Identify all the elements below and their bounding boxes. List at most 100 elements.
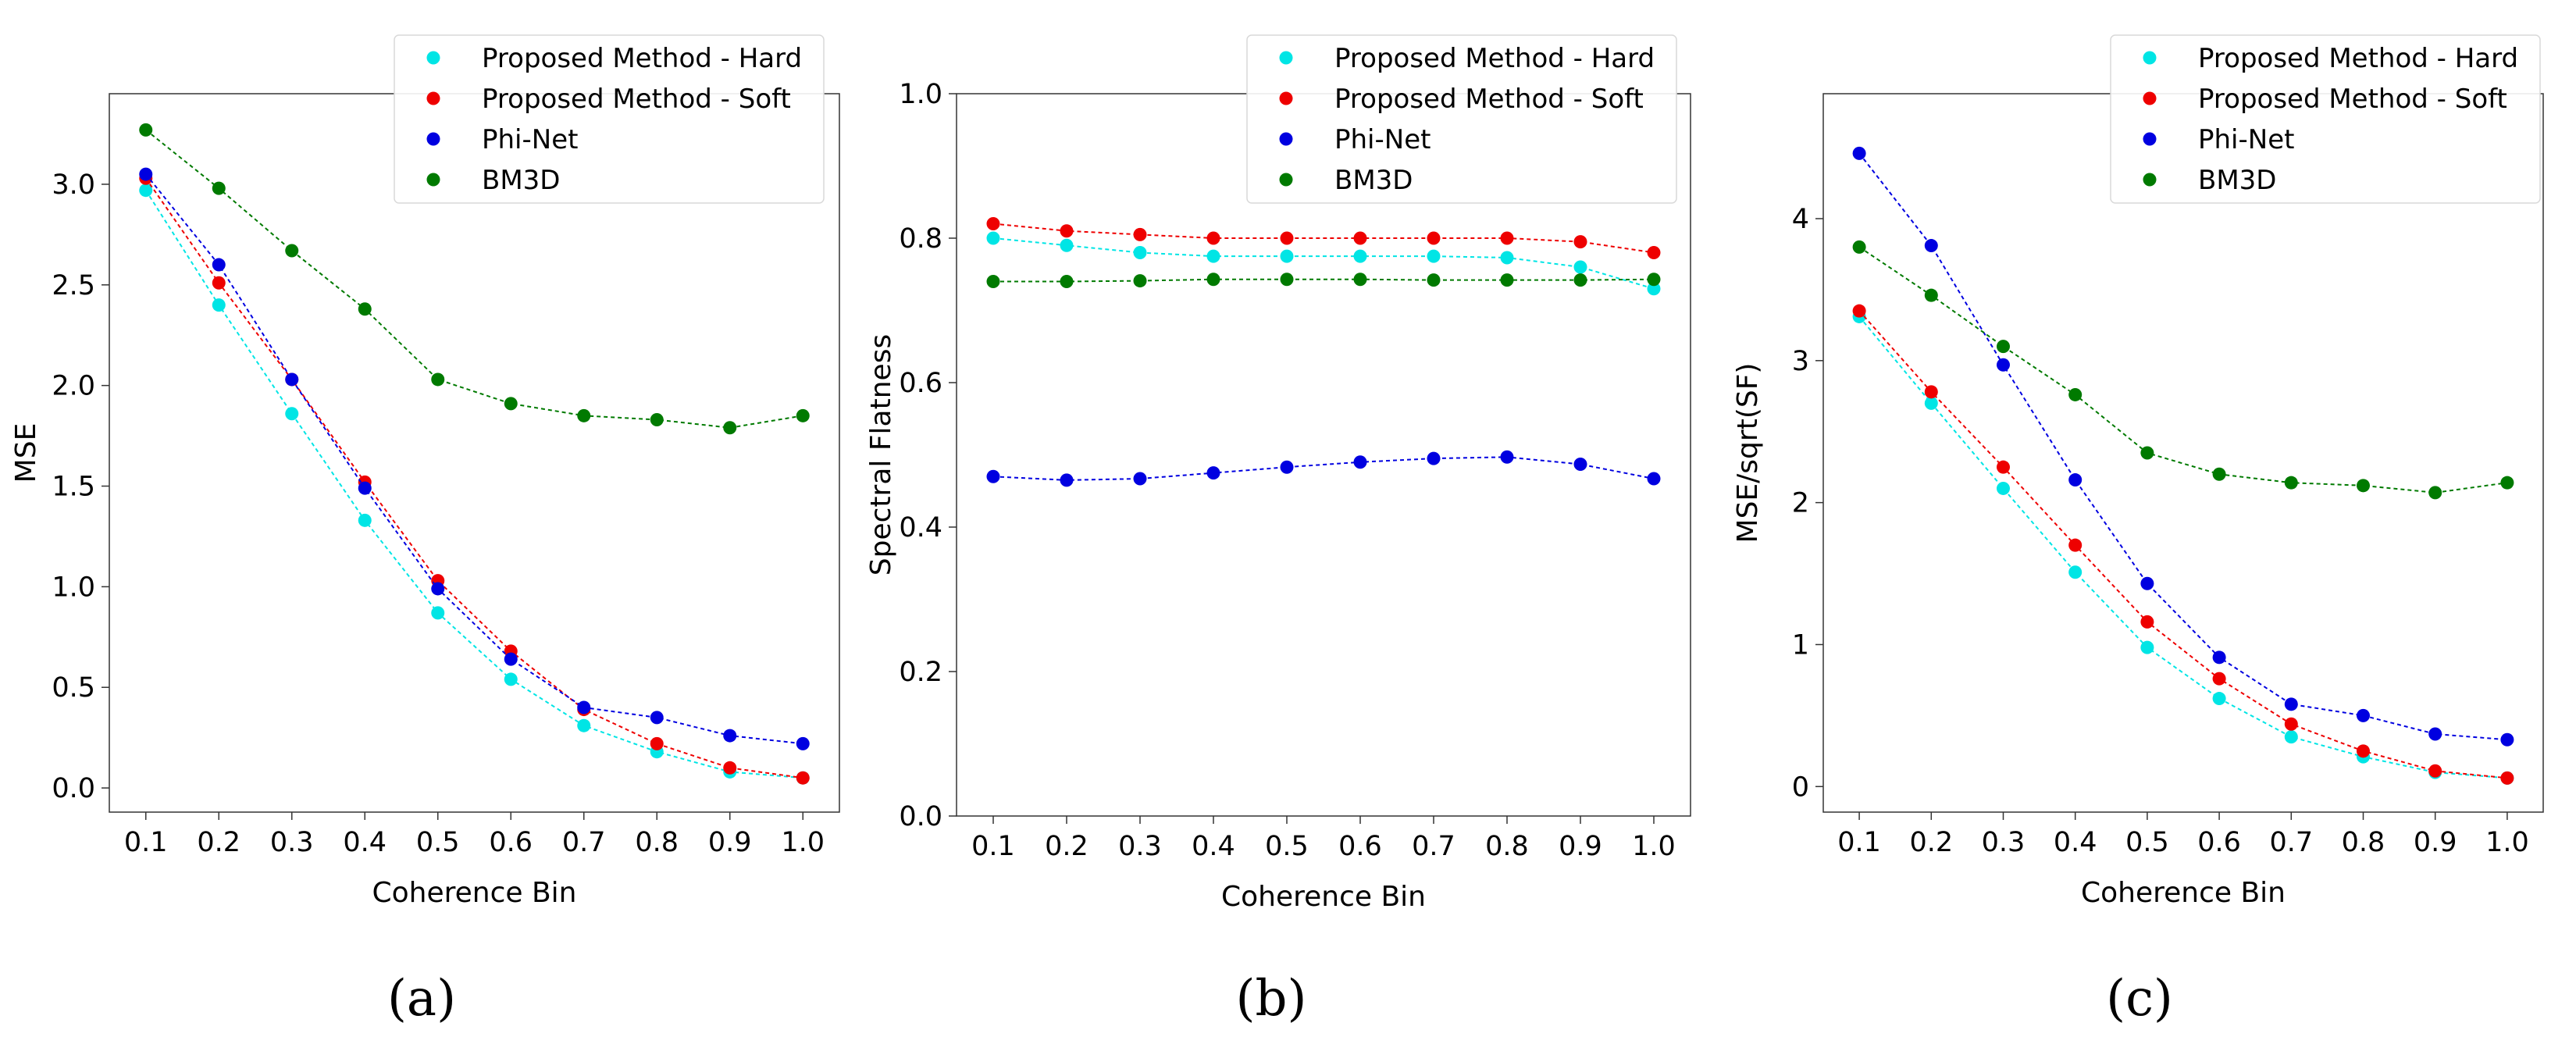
data-point xyxy=(723,729,737,743)
y-tick-label: 3 xyxy=(1792,346,1809,377)
legend-box xyxy=(2110,34,2541,204)
data-point xyxy=(1206,273,1220,287)
data-point xyxy=(504,652,518,666)
x-tick-label: 0.3 xyxy=(1118,831,1162,862)
legend-marker xyxy=(426,132,440,146)
data-point xyxy=(1997,460,2010,474)
data-point xyxy=(431,606,445,620)
data-point xyxy=(1573,458,1587,472)
data-point xyxy=(1280,231,1294,245)
x-tick-label: 0.5 xyxy=(2125,827,2169,858)
legend-marker xyxy=(426,173,440,187)
x-tick-label: 0.3 xyxy=(270,827,314,858)
data-point xyxy=(1206,231,1220,245)
data-point xyxy=(2357,479,2370,493)
data-point xyxy=(2428,727,2442,741)
legend-label: BM3D xyxy=(2198,165,2276,196)
legend-marker xyxy=(426,91,440,105)
legend-label: Proposed Method - Hard xyxy=(1334,43,1655,74)
legend-marker xyxy=(2143,51,2157,65)
data-point xyxy=(212,181,226,195)
x-tick-label: 1.0 xyxy=(781,827,825,858)
data-point xyxy=(2068,538,2083,552)
data-point xyxy=(1353,231,1367,245)
data-point xyxy=(285,372,299,387)
x-tick-label: 0.6 xyxy=(1338,831,1382,862)
data-point xyxy=(285,407,299,421)
x-tick-label: 0.1 xyxy=(1837,827,1881,858)
x-tick-label: 0.6 xyxy=(489,827,533,858)
data-point xyxy=(1353,455,1367,469)
legend-marker xyxy=(1279,51,1293,65)
data-point xyxy=(1206,466,1220,480)
data-point xyxy=(650,711,664,725)
data-point xyxy=(1060,473,1074,487)
x-tick-label: 0.7 xyxy=(562,827,606,858)
data-point xyxy=(986,275,1000,288)
y-axis-label: Spectral Flatness xyxy=(865,334,897,576)
data-point xyxy=(2284,697,2298,711)
legend-label: Proposed Method - Soft xyxy=(482,84,791,115)
x-tick-label: 0.4 xyxy=(2054,827,2097,858)
data-point xyxy=(1573,235,1587,249)
legend-label: Proposed Method - Soft xyxy=(1334,84,1644,115)
y-tick-label: 0.4 xyxy=(899,512,942,543)
data-point xyxy=(1427,249,1441,263)
data-point xyxy=(1852,240,1866,254)
data-point xyxy=(2212,650,2226,665)
x-tick-label: 0.1 xyxy=(124,827,168,858)
data-point xyxy=(139,184,153,198)
x-tick-label: 0.2 xyxy=(1045,831,1088,862)
y-tick-label: 0.6 xyxy=(899,368,942,399)
series-line-2 xyxy=(992,223,1655,254)
x-tick-label: 0.8 xyxy=(1485,831,1529,862)
data-point xyxy=(1060,238,1074,252)
legend-marker xyxy=(1279,132,1293,146)
data-point xyxy=(1647,273,1661,287)
data-point xyxy=(1427,451,1441,465)
data-point xyxy=(1647,472,1661,486)
x-tick-label: 0.2 xyxy=(1909,827,1953,858)
data-point xyxy=(1924,288,1938,302)
data-point xyxy=(358,481,372,495)
data-point xyxy=(285,244,299,258)
legend: Proposed Method - Hard Proposed Method - … xyxy=(2110,34,2541,204)
x-axis-label: Coherence Bin xyxy=(2081,877,2286,909)
data-point xyxy=(1647,282,1661,296)
data-point xyxy=(1060,224,1074,238)
data-point xyxy=(2140,640,2154,654)
y-axis-label: MSE/sqrt(SF) xyxy=(1732,363,1764,543)
data-point xyxy=(1500,450,1514,464)
x-axis-label: Coherence Bin xyxy=(1221,881,1426,913)
panel-1: 0.1 0.2 0.3 0.4 0.5 0.6 0.7 0.8 0.9 1.0 0.0 0.5 1.0 1… xyxy=(10,34,840,1028)
legend-marker xyxy=(1279,173,1293,187)
legend-label: Proposed Method - Hard xyxy=(482,43,802,74)
data-point xyxy=(650,412,664,426)
data-point xyxy=(2068,473,2083,487)
data-point xyxy=(2212,672,2226,686)
data-point xyxy=(1060,275,1074,288)
series-line-1 xyxy=(144,190,803,779)
data-point xyxy=(2212,467,2226,481)
y-tick-label: 0.0 xyxy=(899,801,942,832)
data-point xyxy=(2284,476,2298,490)
series-line-3 xyxy=(992,456,1655,481)
y-tick-label: 1.0 xyxy=(52,572,95,603)
data-point xyxy=(431,372,445,387)
panels-group: 0.1 0.2 0.3 0.4 0.5 0.6 0.7 0.8 0.9 1.0 0.0 0.5 1.0 1… xyxy=(10,34,2544,1028)
data-point xyxy=(2068,387,2083,401)
data-point xyxy=(2284,730,2298,744)
data-point xyxy=(2140,446,2154,460)
series-line-2 xyxy=(144,177,803,779)
legend-label: BM3D xyxy=(482,165,560,196)
data-point xyxy=(2357,708,2370,722)
data-point xyxy=(723,421,737,435)
x-tick-label: 0.4 xyxy=(1192,831,1235,862)
legend-marker xyxy=(1279,91,1293,105)
data-point xyxy=(796,736,810,750)
series-line-4 xyxy=(993,278,1655,283)
data-point xyxy=(358,513,372,527)
x-tick-label: 0.1 xyxy=(971,831,1015,862)
data-point xyxy=(986,217,1000,230)
